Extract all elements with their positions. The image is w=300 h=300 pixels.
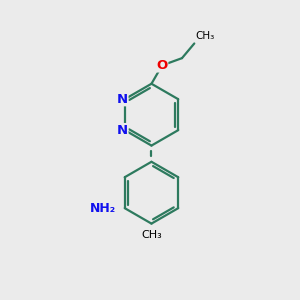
Text: N: N <box>117 93 128 106</box>
Text: NH₂: NH₂ <box>90 202 116 215</box>
Text: N: N <box>117 124 128 136</box>
Text: CH₃: CH₃ <box>196 31 215 41</box>
Text: O: O <box>156 59 168 72</box>
Text: CH₃: CH₃ <box>141 230 162 240</box>
